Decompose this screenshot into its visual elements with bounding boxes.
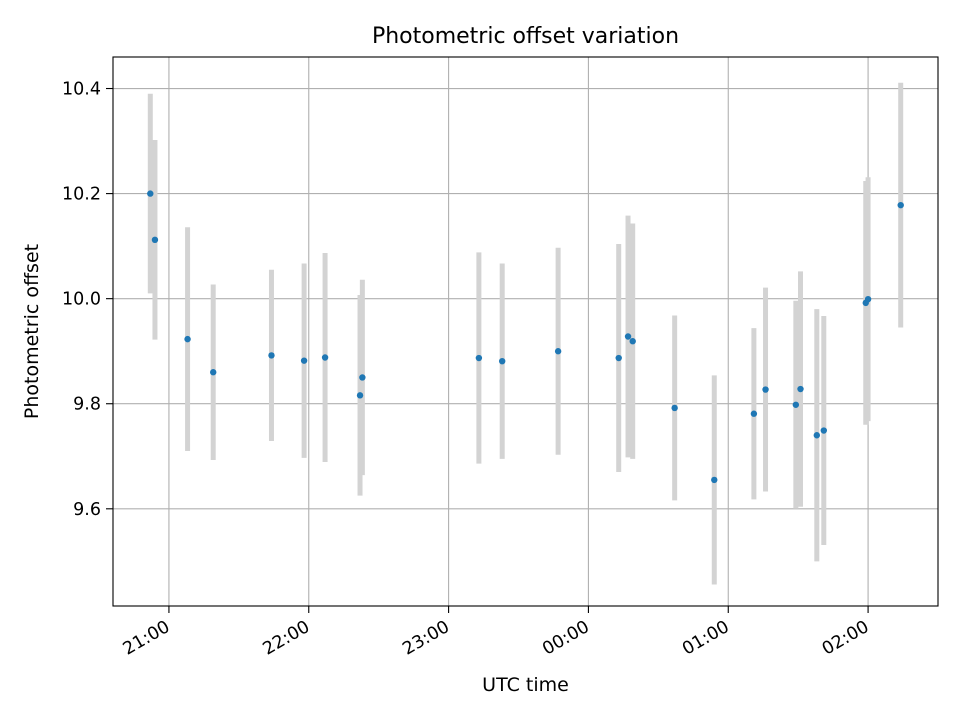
data-point <box>300 357 308 364</box>
y-tick-label: 9.6 <box>73 500 101 520</box>
data-point <box>554 348 562 355</box>
y-tick-label: 10.0 <box>62 290 101 310</box>
chart-title: Photometric offset variation <box>372 24 679 49</box>
data-point <box>210 369 217 376</box>
data-point <box>750 410 758 417</box>
data-point <box>813 432 821 439</box>
data-point <box>792 401 800 408</box>
data-point <box>268 352 275 359</box>
grid-lines <box>113 57 938 606</box>
data-point <box>897 201 904 209</box>
data-point <box>356 392 364 399</box>
x-axis-label: UTC time <box>482 674 569 696</box>
data-point <box>797 385 804 393</box>
data-point <box>762 386 769 393</box>
data-point <box>624 333 632 340</box>
data-point <box>147 190 154 197</box>
data-point <box>498 357 506 365</box>
data-points <box>147 190 904 484</box>
y-tick-label: 9.8 <box>73 395 101 415</box>
y-tick-label: 10.2 <box>62 185 101 205</box>
y-tick-label: 10.4 <box>62 80 101 100</box>
data-point <box>711 476 718 484</box>
y-axis-label: Photometric offset <box>21 244 43 419</box>
data-point <box>629 338 636 345</box>
data-point <box>151 236 159 244</box>
data-point <box>359 374 366 381</box>
y-axis-ticks: 9.6 9.8 10.0 10.2 10.4 <box>62 80 113 520</box>
data-point <box>321 354 329 361</box>
data-point <box>820 427 828 434</box>
data-point <box>184 335 191 343</box>
data-point <box>475 354 483 362</box>
data-point <box>671 404 678 412</box>
data-point <box>864 295 872 303</box>
plot-area-frame <box>112 56 939 607</box>
data-point <box>615 354 622 362</box>
